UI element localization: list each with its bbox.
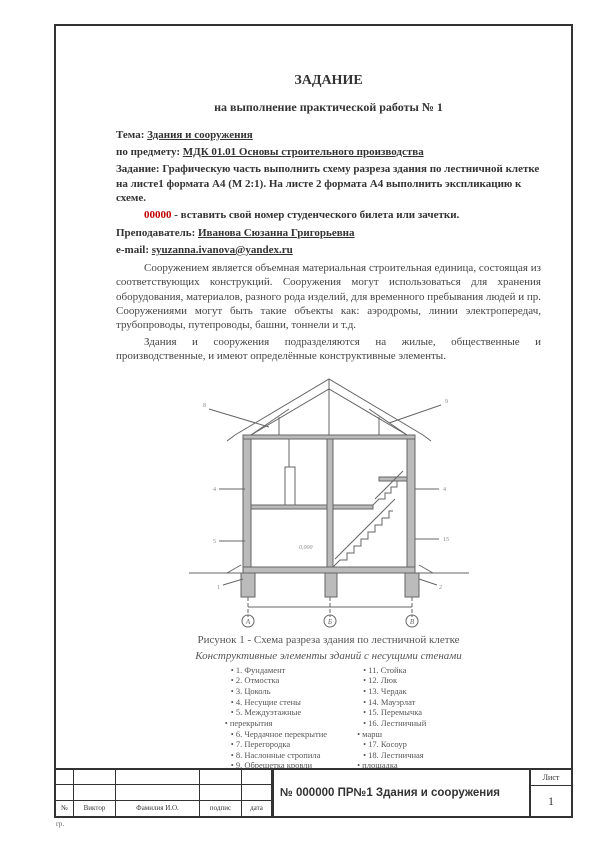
- list-item: 8. Наслонные стропила: [231, 750, 327, 761]
- topic-line: Тема: Здания и сооружения: [116, 128, 541, 142]
- tb-col-5: дата: [242, 801, 272, 816]
- topic-label: Тема:: [116, 129, 144, 141]
- list-item: 18. Лестничная: [363, 750, 426, 761]
- paragraph-1: Сооружением является объемная материальн…: [116, 261, 541, 332]
- tb-col-no: №: [56, 801, 74, 816]
- list-item: 17. Косоур: [363, 739, 426, 750]
- doc-subtitle: на выполнение практической работы № 1: [116, 100, 541, 116]
- svg-text:8: 8: [203, 403, 206, 409]
- list-item: марш: [357, 729, 426, 740]
- task-text2: - вставить свой номер студенческого биле…: [174, 209, 459, 221]
- task-code: 00000: [144, 209, 172, 221]
- task-line: Задание: Графическую часть выполнить схе…: [116, 162, 541, 205]
- topic-value: Здания и сооружения: [147, 129, 253, 141]
- subject-value: МДК 01.01 Основы строительного производс…: [183, 146, 424, 158]
- title-block: № Виктор Фамилия И.О. подпис дата № 0000…: [56, 768, 571, 816]
- titleblock-title: № 000000 ПР№1 Здания и сооружения: [274, 770, 531, 816]
- list-item: 12. Люк: [363, 675, 426, 686]
- list-item: 5. Междуэтажные: [231, 707, 327, 718]
- list-item: 4. Несущие стены: [231, 697, 327, 708]
- email-line: e-mail: syuzanna.ivanova@yandex.ru: [116, 243, 541, 257]
- building-section-figure: А Б В 8 9 4 4 5 15 1 2 0,000: [179, 369, 479, 631]
- tb-col-2: Виктор: [74, 801, 116, 816]
- titleblock-left: № Виктор Фамилия И.О. подпис дата: [56, 770, 274, 816]
- list-item: 15. Перемычка: [363, 707, 426, 718]
- list-item: 1. Фундамент: [231, 665, 327, 676]
- axis-c: В: [409, 618, 414, 626]
- email-value: syuzanna.ivanova@yandex.ru: [152, 244, 293, 256]
- subject-line: по предмету: МДК 01.01 Основы строительн…: [116, 145, 541, 159]
- page-frame: ЗАДАНИЕ на выполнение практической работ…: [54, 24, 573, 818]
- list-item: 3. Цоколь: [231, 686, 327, 697]
- tb-col-3: Фамилия И.О.: [116, 801, 200, 816]
- svg-text:4: 4: [213, 487, 216, 493]
- list-item: 6. Чердачное перекрытие: [231, 729, 327, 740]
- subject-label: по предмету:: [116, 146, 180, 158]
- teacher-line: Преподаватель: Иванова Сюзанна Григорьев…: [116, 226, 541, 240]
- list-item: 14. Мауэрлат: [363, 697, 426, 708]
- figure-subtitle: Конструктивные элементы зданий с несущим…: [116, 649, 541, 663]
- list-item: 16. Лестничный: [363, 718, 426, 729]
- svg-text:2: 2: [439, 585, 442, 591]
- svg-text:0,000: 0,000: [299, 545, 313, 551]
- tb-col-4: подпис: [200, 801, 242, 816]
- svg-text:5: 5: [213, 539, 216, 545]
- titleblock-right: Лист 1: [531, 770, 571, 816]
- axis-b: Б: [326, 618, 331, 626]
- legend-right: 11. Стойка 12. Люк 13. Чердак 14. Мауэрл…: [363, 665, 426, 771]
- axis-a: А: [244, 618, 250, 626]
- svg-text:1: 1: [217, 585, 220, 591]
- svg-text:9: 9: [445, 399, 448, 405]
- list-item: перекрытия: [225, 718, 327, 729]
- email-label: e-mail:: [116, 244, 149, 256]
- paragraph-2: Здания и сооружения подразделяются на жи…: [116, 335, 541, 364]
- page-content: ЗАДАНИЕ на выполнение практической работ…: [116, 72, 541, 746]
- legend-left: 1. Фундамент 2. Отмостка 3. Цоколь 4. Не…: [231, 665, 327, 771]
- svg-text:4: 4: [443, 487, 446, 493]
- svg-text:15: 15: [443, 537, 449, 543]
- footer-strip: гр.: [56, 820, 64, 828]
- list-item: 11. Стойка: [363, 665, 426, 676]
- teacher-label: Преподаватель:: [116, 227, 195, 239]
- sheet-label: Лист: [531, 770, 571, 786]
- figure-legend: 1. Фундамент 2. Отмостка 3. Цоколь 4. Не…: [116, 665, 541, 771]
- doc-title: ЗАДАНИЕ: [116, 72, 541, 90]
- sheet-number: 1: [531, 786, 571, 816]
- list-item: 7. Перегородка: [231, 739, 327, 750]
- teacher-value: Иванова Сюзанна Григорьевна: [198, 227, 355, 239]
- figure-caption: Рисунок 1 - Схема разреза здания по лест…: [116, 633, 541, 647]
- task-code-line: 00000 - вставить свой номер студенческог…: [116, 208, 541, 222]
- section-svg: А Б В 8 9 4 4 5 15 1 2 0,000: [179, 369, 479, 631]
- task-label: Задание:: [116, 163, 160, 175]
- task-text1: Графическую часть выполнить схему разрез…: [116, 163, 539, 204]
- list-item: 13. Чердак: [363, 686, 426, 697]
- list-item: 2. Отмостка: [231, 675, 327, 686]
